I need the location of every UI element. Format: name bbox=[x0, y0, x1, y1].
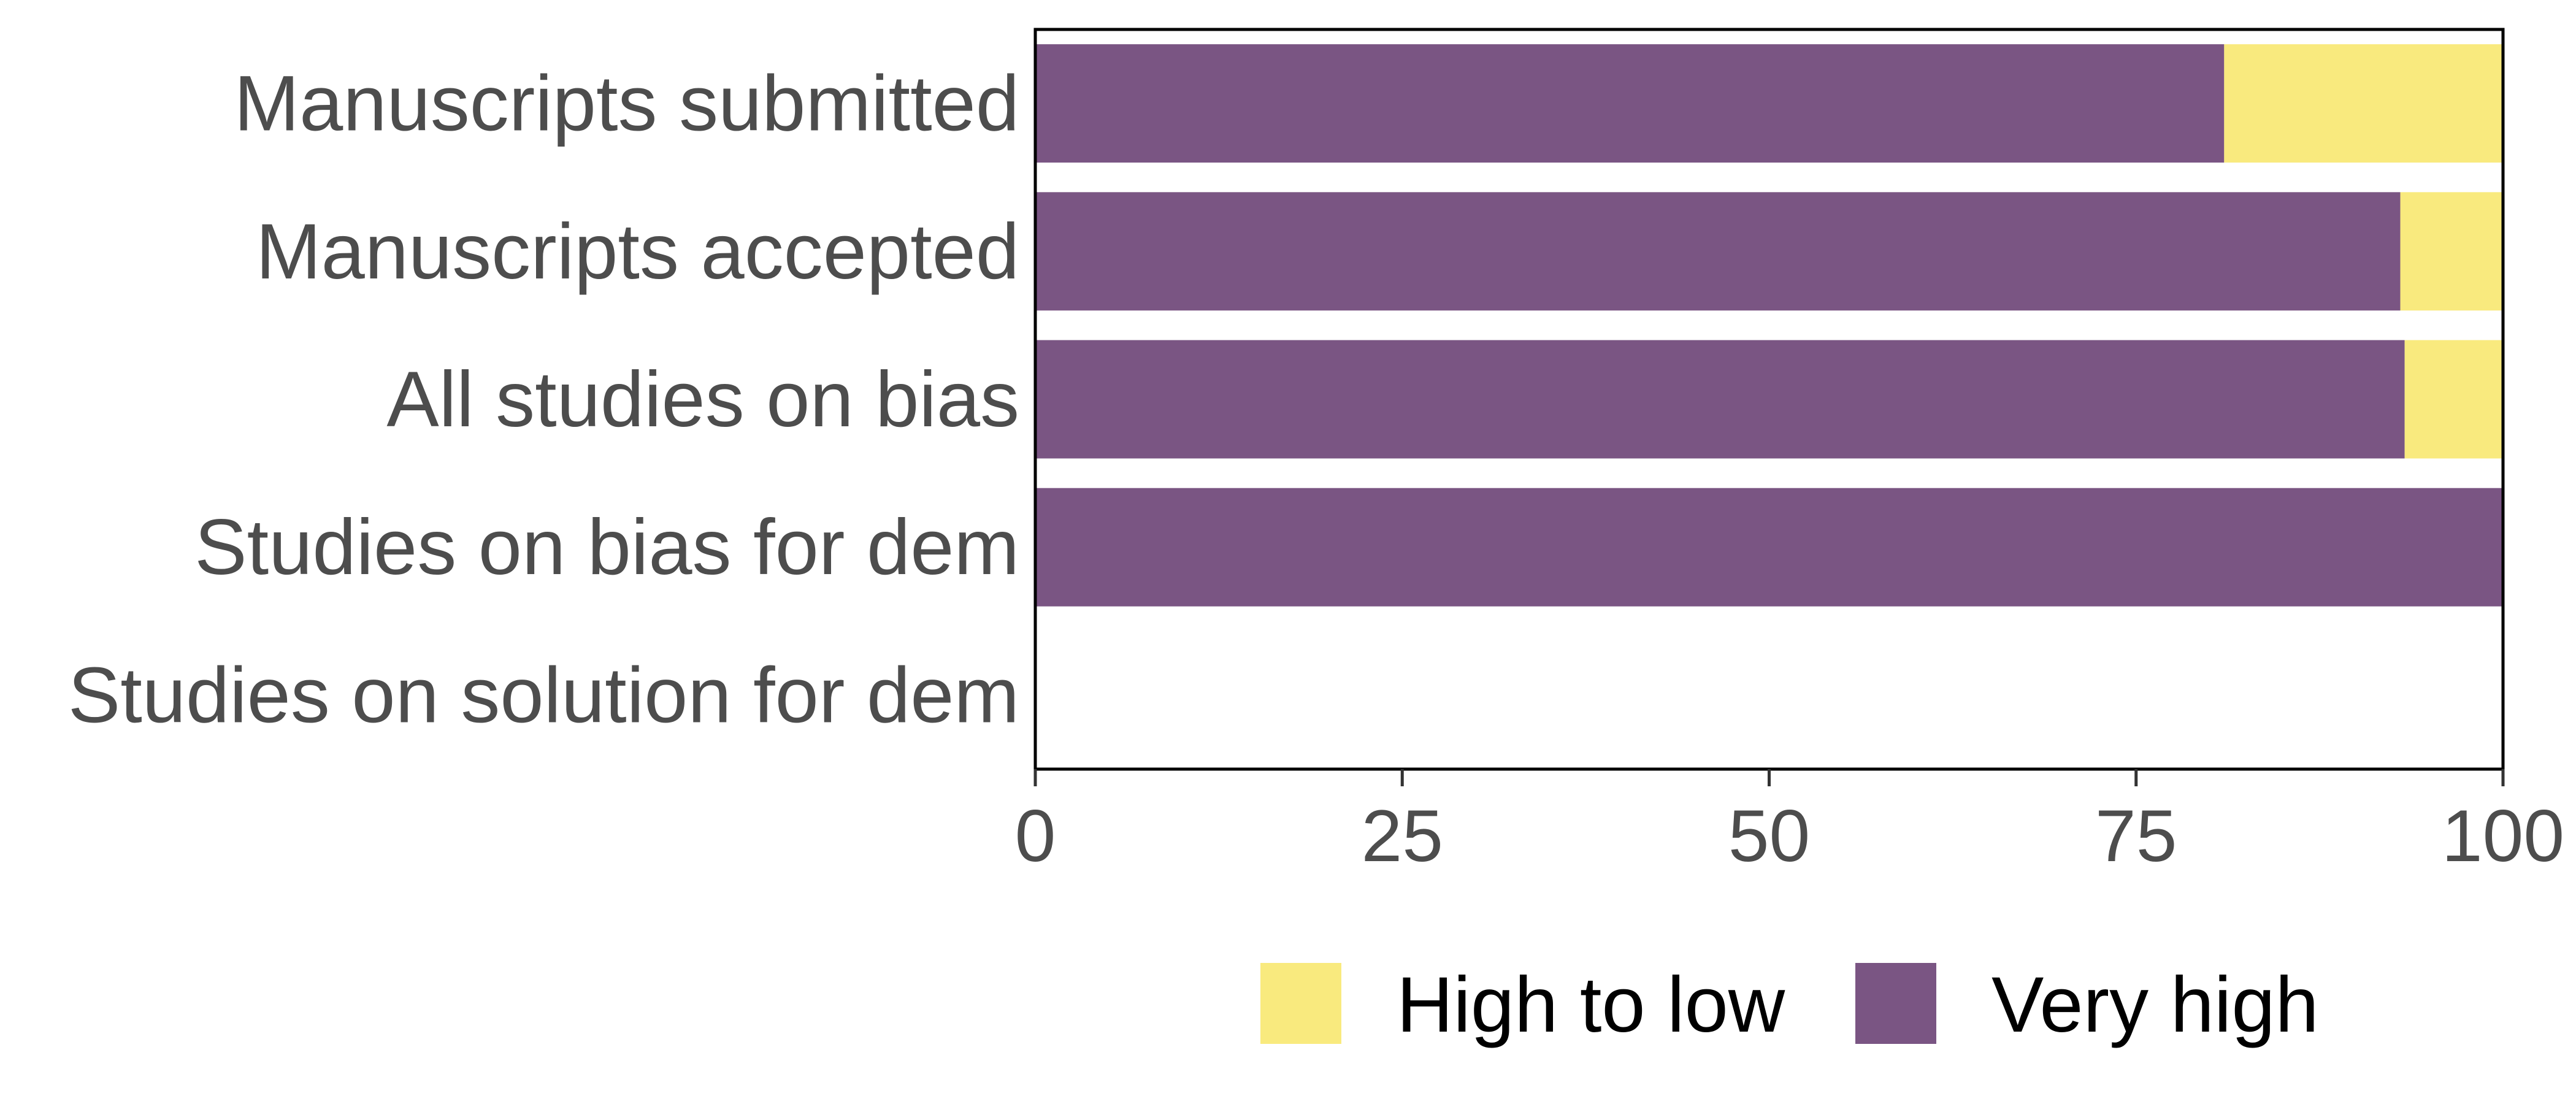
legend: High to low Very high bbox=[1260, 961, 2319, 1049]
x-tick-label: 25 bbox=[1362, 795, 1443, 877]
category-label-studies-on-bias-for-dem: Studies on bias for dem bbox=[194, 504, 1019, 591]
bar-high-to-low-manuscripts-submitted bbox=[2224, 44, 2503, 163]
legend-label-high-to-low: High to low bbox=[1397, 961, 1785, 1049]
bar-high-to-low-manuscripts-accepted bbox=[2400, 192, 2503, 311]
legend-key-very-high bbox=[1855, 963, 1936, 1044]
bar-very-high-studies-on-bias-for-dem bbox=[1035, 488, 2503, 607]
bar-very-high-manuscripts-submitted bbox=[1035, 44, 2225, 163]
x-tick-label: 75 bbox=[2095, 795, 2177, 877]
bars bbox=[1035, 44, 2503, 607]
legend-key-high-to-low bbox=[1260, 963, 1341, 1044]
x-axis: 0 25 50 75 100 bbox=[1015, 769, 2564, 877]
category-axis-labels: Manuscripts submitted Manuscripts accepte… bbox=[68, 60, 1019, 740]
legend-label-very-high: Very high bbox=[1991, 961, 2319, 1049]
bar-very-high-all-studies-on-bias bbox=[1035, 340, 2405, 459]
x-tick-label: 100 bbox=[2442, 795, 2564, 877]
bar-high-to-low-all-studies-on-bias bbox=[2404, 340, 2503, 459]
category-label-manuscripts-accepted: Manuscripts accepted bbox=[256, 208, 1019, 296]
category-label-all-studies-on-bias: All studies on bias bbox=[386, 356, 1019, 443]
x-tick-label: 0 bbox=[1015, 795, 1056, 877]
category-label-studies-on-solution-for-dem: Studies on solution for dem bbox=[68, 651, 1019, 739]
x-tick-label: 50 bbox=[1728, 795, 1810, 877]
bar-very-high-manuscripts-accepted bbox=[1035, 192, 2401, 311]
category-label-manuscripts-submitted: Manuscripts submitted bbox=[234, 60, 1020, 148]
